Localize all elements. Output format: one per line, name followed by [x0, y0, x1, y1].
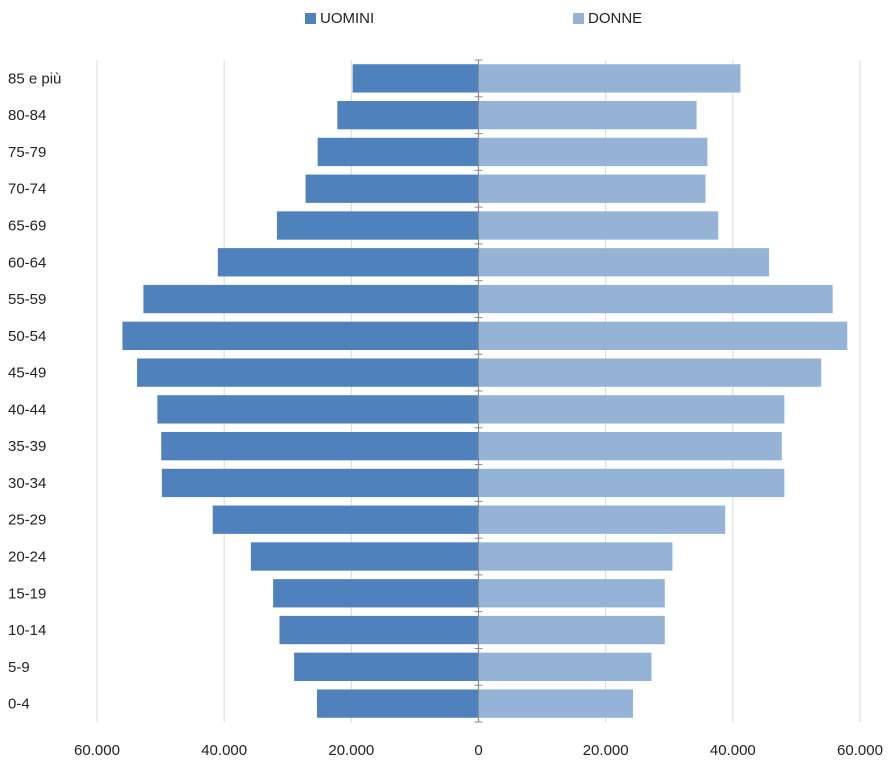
bar-donne-85 e più [478, 64, 741, 93]
bar-uomini-55-59 [143, 284, 479, 314]
bar-donne-60-64 [478, 248, 770, 277]
bar-uomini-70-74 [305, 174, 479, 203]
x-tick-label: 40.000 [710, 742, 756, 759]
x-tick-label: 60.000 [74, 742, 120, 759]
bar-uomini-25-29 [212, 505, 479, 534]
category-label: 85 e più [8, 70, 61, 87]
bar-donne-30-34 [478, 468, 785, 498]
category-label: 55-59 [8, 291, 46, 308]
legend-label-uomini: UOMINI [320, 10, 375, 27]
category-label: 10-14 [8, 622, 46, 639]
category-label: 40-44 [8, 401, 46, 418]
x-tick-label: 60.000 [837, 742, 883, 759]
category-label: 30-34 [8, 475, 46, 492]
bar-donne-15-19 [478, 579, 665, 608]
bar-uomini-80-84 [337, 101, 479, 130]
category-label: 20-24 [8, 549, 46, 566]
bar-uomini-45-49 [137, 358, 479, 387]
bar-donne-0-4 [478, 689, 634, 718]
bar-uomini-75-79 [317, 137, 479, 167]
bar-donne-70-74 [478, 174, 706, 203]
bar-donne-45-49 [478, 358, 822, 387]
category-label: 80-84 [8, 107, 46, 124]
category-label: 60-64 [8, 254, 46, 271]
bar-uomini-20-24 [250, 542, 479, 571]
bar-donne-65-69 [478, 211, 719, 240]
legend-swatch-uomini [305, 13, 316, 24]
legend-swatch-donne [573, 13, 584, 24]
legend-label-donne: DONNE [588, 10, 643, 27]
bar-uomini-85 e più [352, 64, 479, 93]
category-label: 35-39 [8, 438, 46, 455]
bar-uomini-0-4 [316, 689, 479, 718]
category-label: 15-19 [8, 585, 46, 602]
bar-uomini-5-9 [294, 652, 479, 681]
bar-uomini-15-19 [273, 579, 479, 608]
bar-donne-20-24 [478, 542, 673, 571]
bar-donne-55-59 [478, 284, 833, 314]
bar-uomini-65-69 [276, 211, 479, 240]
bar-donne-25-29 [478, 505, 726, 534]
x-tick-label: 20.000 [583, 742, 629, 759]
category-label: 50-54 [8, 328, 46, 345]
category-label: 5-9 [8, 659, 30, 676]
category-label: 25-29 [8, 512, 46, 529]
legend: UOMINI DONNE [0, 10, 894, 34]
category-label: 65-69 [8, 218, 46, 235]
legend-item-uomini: UOMINI [305, 10, 374, 27]
bar-donne-75-79 [478, 137, 708, 167]
bar-uomini-60-64 [217, 248, 479, 277]
bar-uomini-30-34 [161, 468, 479, 498]
bar-donne-35-39 [478, 432, 782, 461]
bar-donne-10-14 [478, 615, 665, 645]
legend-item-donne: DONNE [573, 10, 642, 27]
category-label: 0-4 [8, 696, 30, 713]
category-label: 70-74 [8, 181, 46, 198]
bar-donne-80-84 [478, 101, 697, 130]
bar-uomini-40-44 [157, 395, 479, 424]
bar-uomini-35-39 [161, 432, 479, 461]
bar-donne-40-44 [478, 395, 785, 424]
x-tick-label: 20.000 [328, 742, 374, 759]
x-tick-label: 40.000 [201, 742, 247, 759]
bar-uomini-10-14 [279, 615, 479, 645]
bar-donne-50-54 [478, 321, 848, 350]
category-label: 75-79 [8, 144, 46, 161]
bar-uomini-50-54 [122, 321, 479, 350]
bar-donne-5-9 [478, 652, 652, 681]
category-label: 45-49 [8, 365, 46, 382]
x-tick-label: 0 [474, 742, 482, 759]
